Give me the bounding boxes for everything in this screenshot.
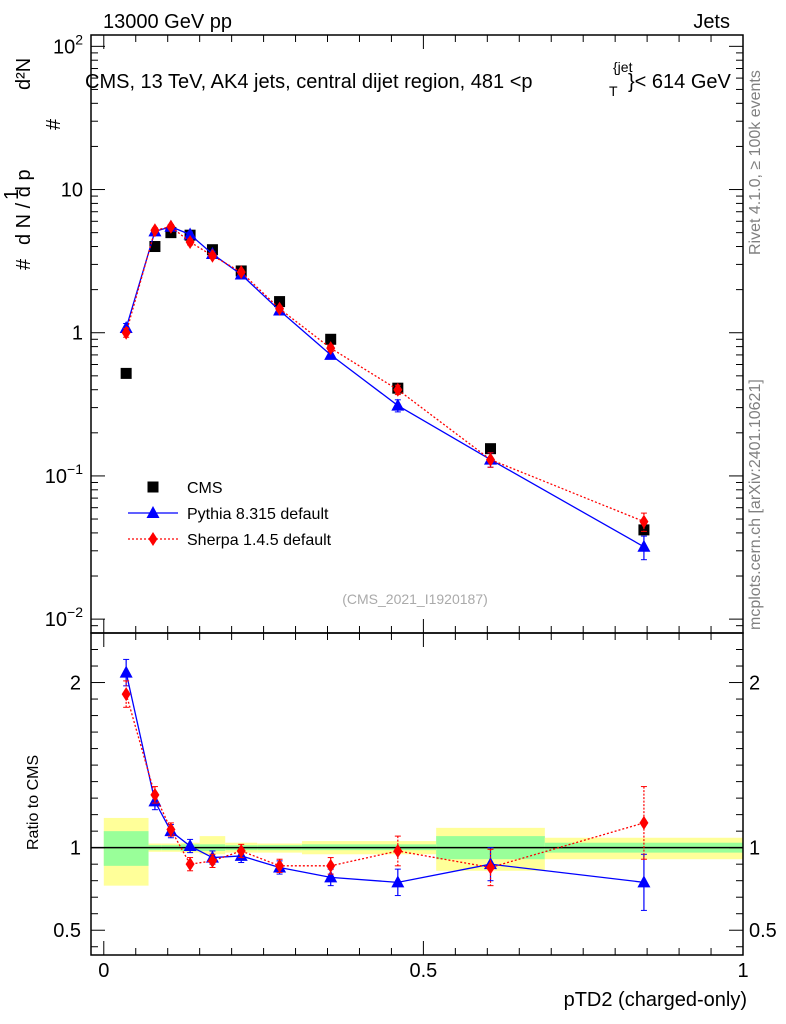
main-sherpa-point bbox=[166, 219, 176, 234]
legend-label-2: Sherpa 1.4.5 default bbox=[187, 532, 332, 549]
legend-marker-2 bbox=[148, 532, 158, 546]
main-ytick-label: 10 bbox=[61, 180, 83, 202]
ratio-sherpa-point bbox=[150, 787, 160, 802]
tick-base: 10 bbox=[45, 609, 67, 631]
ratio-sherpa-point bbox=[121, 687, 131, 702]
title-sub: T bbox=[609, 83, 618, 99]
ratio-ylabel: Ratio to CMS bbox=[25, 755, 42, 850]
header-left: 13000 GeV pp bbox=[103, 11, 232, 33]
legend-marker-1 bbox=[146, 506, 160, 518]
header-right: Jets bbox=[693, 11, 730, 33]
tick-exp: −1 bbox=[67, 461, 83, 477]
legend: CMS Pythia 8.315 default Sherpa 1.4.5 defa… bbox=[128, 480, 332, 549]
band-inner-0 bbox=[103, 831, 149, 866]
main-ytick-label: 10−2 bbox=[45, 604, 83, 631]
plot-title: CMS, 13 TeV, AK4 jets, central dijet reg… bbox=[85, 59, 732, 99]
ratio-ytick-label: 2 bbox=[70, 673, 81, 695]
main-ytick-label: 1 bbox=[72, 323, 83, 345]
legend-label-1: Pythia 8.315 default bbox=[187, 506, 329, 523]
tick-base: 10 bbox=[45, 466, 67, 488]
main-sherpa-point bbox=[236, 265, 246, 280]
main-cms-point bbox=[485, 443, 497, 455]
main-sherpa-point bbox=[326, 341, 336, 356]
ratio-pythia-point bbox=[183, 839, 197, 852]
ylabel-denominator: d N / d p bbox=[13, 169, 35, 245]
ylabel-hash: # bbox=[13, 258, 35, 270]
main-sherpa-point bbox=[486, 452, 496, 467]
ratio-sherpa-point bbox=[275, 858, 285, 873]
tick-exp: 2 bbox=[75, 31, 83, 47]
ratio-ytick-label-right: 2 bbox=[749, 673, 760, 695]
ratio-xtick-label: 0.5 bbox=[409, 960, 437, 982]
ratio-sherpa-point bbox=[639, 815, 649, 830]
legend-marker-0 bbox=[147, 481, 159, 493]
ratio-xtick-label: 1 bbox=[737, 960, 748, 982]
main-cms-point bbox=[274, 296, 286, 308]
main-sherpa-point bbox=[639, 514, 649, 529]
ratio-pythia-point bbox=[637, 875, 651, 888]
ratio-pythia-point bbox=[324, 870, 338, 883]
main-pythia-point bbox=[637, 539, 651, 552]
ratio-sherpa-point bbox=[236, 843, 246, 858]
main-ytick-label: 10−1 bbox=[45, 461, 83, 488]
main-pythia-point bbox=[391, 398, 405, 411]
main-sherpa-point bbox=[185, 235, 195, 250]
ylabel-numerator: 1 bbox=[1, 189, 23, 200]
main-cms-point bbox=[149, 241, 161, 253]
main-sherpa-point bbox=[275, 301, 285, 316]
ratio-sherpa-point bbox=[207, 853, 217, 868]
main-pythia-line bbox=[125, 226, 645, 548]
tick-base: 10 bbox=[53, 36, 75, 58]
legend-label-0: CMS bbox=[187, 480, 223, 497]
analysis-id: (CMS_2021_I1920187) bbox=[342, 591, 488, 607]
ratio-panel: 0 0.5 10.5 0.51 12 2 bbox=[53, 632, 777, 982]
main-sherpa-point bbox=[207, 248, 217, 263]
main-pythia-point bbox=[183, 227, 197, 240]
main-cms-point bbox=[638, 524, 650, 536]
ratio-ytick-label: 0.5 bbox=[53, 920, 81, 942]
ratio-xtick-label: 0 bbox=[98, 960, 109, 982]
ratio-sherpa-point bbox=[166, 822, 176, 837]
mcplots-label: mcplots.cern.ch [arXiv:2401.10621] bbox=[747, 379, 764, 630]
main-sherpa-line bbox=[125, 226, 645, 523]
tick-exp: −2 bbox=[67, 604, 83, 620]
ratio-sherpa-point bbox=[185, 857, 195, 872]
ratio-ytick-label-right: 1 bbox=[749, 838, 760, 860]
main-cms-point bbox=[120, 367, 132, 379]
xlabel: pTD2 (charged-only) bbox=[564, 989, 747, 1011]
ylabel-sub: # bbox=[43, 118, 65, 130]
main-sherpa-point bbox=[150, 223, 160, 238]
title-main: CMS, 13 TeV, AK4 jets, central dijet reg… bbox=[85, 71, 533, 93]
main-ytick-label: 102 bbox=[53, 31, 83, 58]
ratio-ytick-label-right: 0.5 bbox=[749, 920, 777, 942]
ylabel-deriv: d²N bbox=[13, 58, 35, 90]
main-sherpa-point bbox=[393, 382, 403, 397]
ratio-sherpa-point bbox=[326, 858, 336, 873]
main-sherpa-point bbox=[121, 325, 131, 340]
title-sup: {jet bbox=[613, 59, 633, 75]
ratio-ytick-label: 1 bbox=[70, 838, 81, 860]
main-ylabel: # d N / d p 1 d²N # bbox=[1, 58, 65, 270]
ratio-pythia-point bbox=[119, 665, 133, 678]
ratio-frame bbox=[90, 632, 744, 956]
ratio-sherpa-point bbox=[393, 843, 403, 858]
ratio-pythia-point bbox=[391, 875, 405, 888]
rivet-label: Rivet 4.1.0, ≥ 100k events bbox=[747, 70, 764, 255]
title-end: }< 614 GeV bbox=[628, 71, 732, 93]
ratio-sherpa-point bbox=[486, 860, 496, 875]
main-cms-point bbox=[325, 333, 337, 345]
